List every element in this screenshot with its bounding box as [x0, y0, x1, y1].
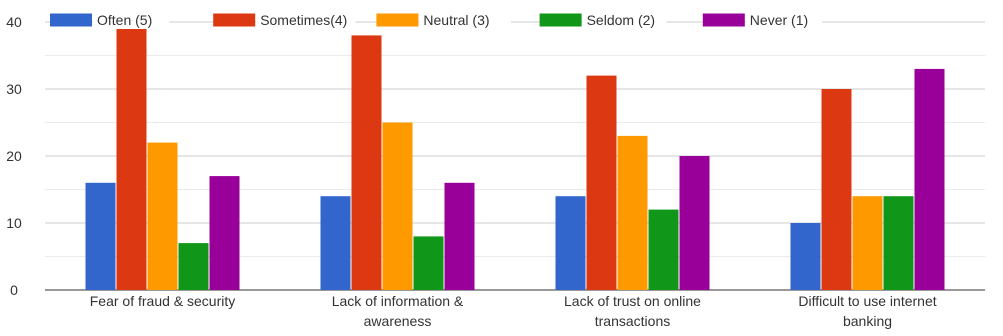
bar[interactable] — [555, 196, 586, 290]
bar[interactable] — [444, 182, 475, 290]
x-tick-label: transactions — [595, 313, 670, 329]
x-tick-label: awareness — [364, 313, 432, 329]
legend-label: Seldom (2) — [587, 12, 655, 28]
x-tick-label: Lack of trust on online — [564, 293, 701, 309]
bar[interactable] — [679, 156, 710, 290]
bar[interactable] — [116, 28, 147, 290]
y-tick-label: 20 — [6, 148, 22, 164]
x-tick-label: banking — [843, 313, 892, 329]
bar[interactable] — [790, 223, 821, 290]
legend-item[interactable]: Sometimes(4) — [213, 12, 356, 29]
bar[interactable] — [883, 196, 914, 290]
bars — [85, 28, 945, 291]
bar[interactable] — [320, 196, 351, 290]
legend-label-bg — [256, 12, 356, 29]
bar[interactable] — [85, 182, 116, 290]
bar[interactable] — [351, 35, 382, 291]
legend-label: Neutral (3) — [423, 12, 489, 28]
y-tick-label: 30 — [6, 81, 22, 97]
legend-item[interactable]: Neutral (3) — [376, 12, 511, 29]
legend-label: Never (1) — [750, 12, 808, 28]
bar[interactable] — [178, 243, 209, 290]
legend-swatch — [702, 13, 745, 27]
legend-swatch — [376, 13, 419, 27]
legend-swatch — [213, 13, 256, 27]
y-axis: 0 10 20 30 40 — [6, 14, 22, 298]
bar[interactable] — [586, 75, 617, 290]
bar[interactable] — [209, 176, 240, 290]
bar[interactable] — [382, 122, 413, 291]
y-tick-label: 0 — [10, 282, 18, 298]
bar[interactable] — [648, 209, 679, 290]
legend: Often (5) Sometimes(4) Neutral (3) Seldom (… — [50, 12, 823, 29]
legend-swatch — [50, 13, 92, 27]
y-tick-label: 10 — [6, 215, 22, 231]
legend-label: Sometimes(4) — [260, 12, 347, 28]
x-tick-label: Lack of information & — [332, 293, 464, 309]
bar[interactable] — [852, 196, 883, 290]
legend-item[interactable]: Seldom (2) — [539, 12, 667, 29]
legend-swatch — [539, 13, 582, 27]
legend-label-bg — [745, 12, 823, 29]
legend-item[interactable]: Never (1) — [702, 12, 823, 29]
legend-label-bg — [93, 12, 170, 29]
bar[interactable] — [914, 68, 945, 291]
bar[interactable] — [617, 135, 648, 290]
bar[interactable] — [413, 236, 444, 290]
x-tick-label: Fear of fraud & security — [90, 293, 236, 309]
legend-label-bg — [582, 12, 667, 29]
legend-label-bg — [419, 12, 511, 29]
legend-item[interactable]: Often (5) — [50, 12, 170, 29]
bar[interactable] — [147, 142, 178, 290]
x-tick-label: Difficult to use internet — [798, 293, 936, 309]
bar[interactable] — [821, 89, 852, 290]
legend-label: Often (5) — [97, 12, 152, 28]
y-tick-label: 40 — [6, 14, 22, 30]
